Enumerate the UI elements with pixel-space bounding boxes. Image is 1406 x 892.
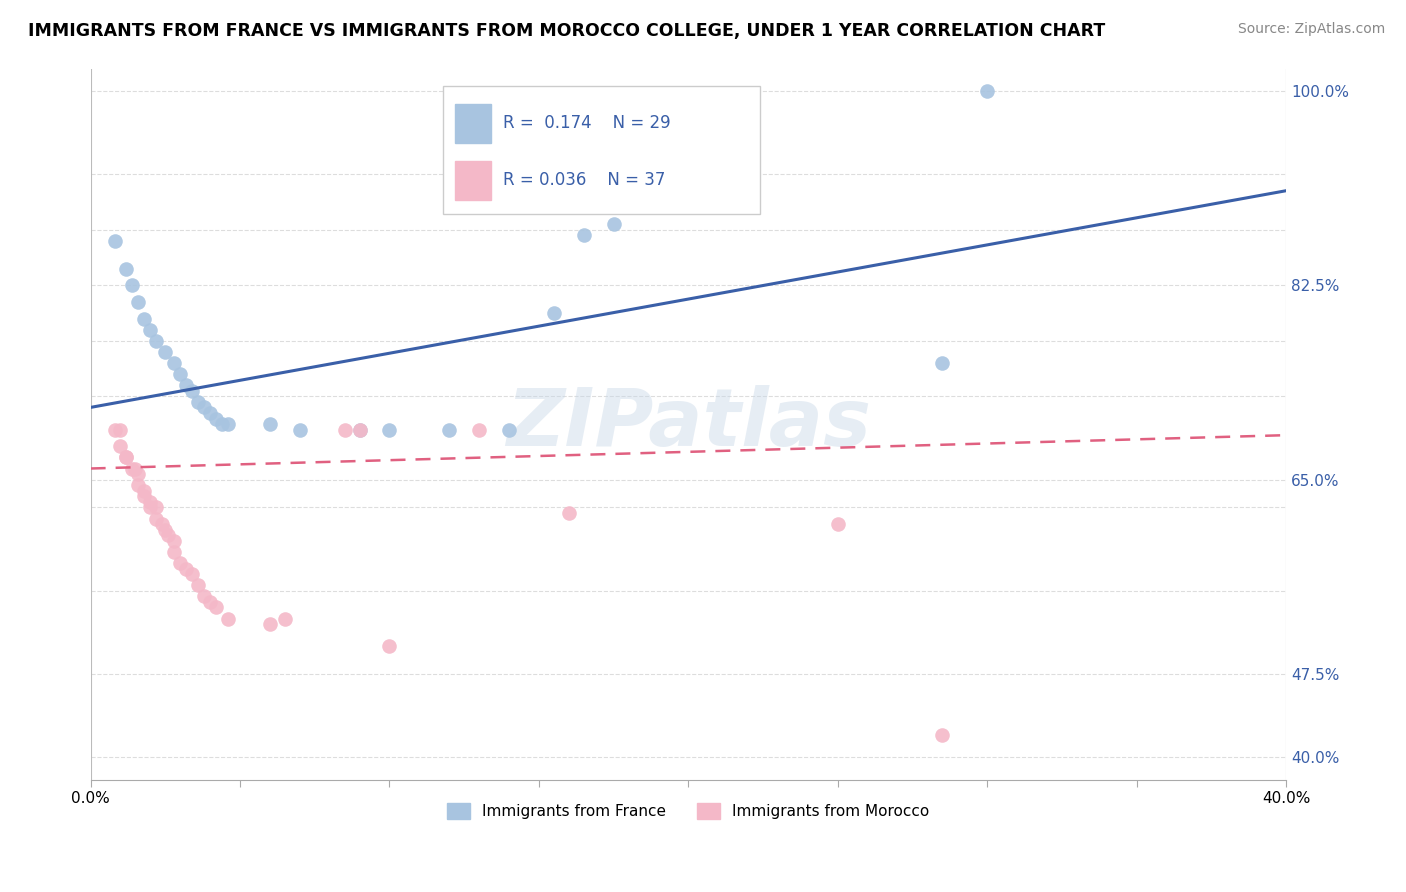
Point (259, 617, 281, 632)
Text: Source: ZipAtlas.com: Source: ZipAtlas.com (1237, 22, 1385, 37)
Point (976, 84, 998, 98)
Point (139, 323, 162, 337)
Legend: Immigrants from France, Immigrants from Morocco: Immigrants from France, Immigrants from … (441, 797, 935, 825)
Point (931, 728, 953, 742)
Point (193, 401, 215, 415)
Point (498, 423, 520, 437)
Point (217, 611, 239, 625)
Point (572, 228, 595, 243)
Point (110, 439, 132, 453)
Point (139, 495, 162, 509)
Point (931, 356, 953, 370)
Point (163, 545, 186, 559)
Point (198, 406, 221, 420)
Point (187, 394, 209, 409)
Point (181, 567, 204, 582)
Point (134, 489, 156, 503)
Point (115, 450, 138, 465)
Point (543, 306, 565, 320)
Text: R =  0.174    N = 29: R = 0.174 N = 29 (503, 114, 671, 132)
Point (155, 344, 177, 359)
Point (205, 411, 228, 425)
Point (115, 261, 138, 276)
Point (110, 423, 132, 437)
Point (150, 517, 173, 532)
Point (155, 523, 177, 537)
Point (134, 483, 156, 498)
Point (217, 417, 239, 431)
Text: R = 0.036    N = 37: R = 0.036 N = 37 (503, 171, 665, 189)
Point (103, 423, 125, 437)
Point (163, 533, 186, 548)
Point (187, 578, 209, 592)
Point (121, 461, 143, 475)
Point (288, 423, 311, 437)
Point (169, 556, 191, 570)
Point (378, 640, 401, 654)
Point (145, 511, 167, 525)
FancyBboxPatch shape (443, 87, 761, 214)
Point (602, 217, 624, 231)
Point (378, 423, 401, 437)
Point (103, 234, 125, 248)
Point (333, 423, 356, 437)
Point (174, 561, 197, 575)
Point (558, 506, 581, 520)
Bar (456, 161, 491, 200)
Point (349, 423, 371, 437)
Point (139, 500, 162, 515)
Point (181, 384, 204, 398)
Point (124, 461, 146, 475)
Point (127, 294, 149, 309)
Point (211, 417, 233, 431)
Point (274, 611, 297, 625)
Point (827, 517, 849, 532)
Point (169, 367, 191, 381)
Point (127, 478, 149, 492)
Point (468, 423, 491, 437)
Point (349, 423, 371, 437)
Point (145, 334, 167, 348)
Point (145, 500, 167, 515)
Point (259, 417, 281, 431)
Point (198, 595, 221, 609)
Point (193, 589, 215, 603)
Text: IMMIGRANTS FROM FRANCE VS IMMIGRANTS FROM MOROCCO COLLEGE, UNDER 1 YEAR CORRELAT: IMMIGRANTS FROM FRANCE VS IMMIGRANTS FRO… (28, 22, 1105, 40)
Point (121, 278, 143, 293)
Text: ZIPatlas: ZIPatlas (506, 385, 870, 463)
Point (205, 600, 228, 615)
Bar (456, 104, 491, 144)
Point (174, 378, 197, 392)
Point (115, 450, 138, 465)
Point (157, 528, 180, 542)
Point (127, 467, 149, 481)
Point (134, 311, 156, 326)
Point (439, 423, 461, 437)
Point (163, 356, 186, 370)
